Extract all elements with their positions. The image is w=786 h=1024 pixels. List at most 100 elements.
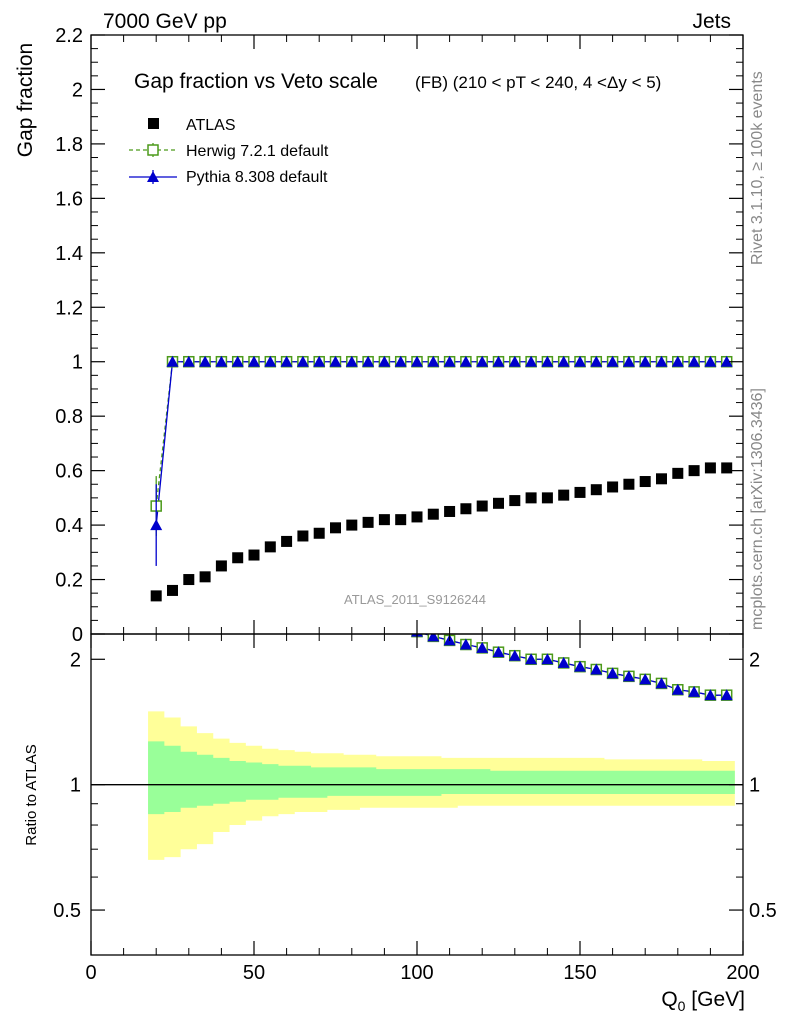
ratio-ytick-label: 2 (70, 649, 81, 671)
ratio-band-inner (148, 741, 735, 815)
pythia-point (362, 355, 375, 367)
ratio-pythia-point (508, 649, 521, 661)
atlas-point (656, 473, 667, 485)
atlas-point (378, 514, 390, 526)
main-ytick-label: 1.6 (55, 188, 83, 210)
ratio-pythia-point (492, 646, 505, 658)
main-ytick-label: 1.2 (55, 297, 83, 319)
atlas-point (395, 514, 407, 526)
ratio-pythia-point (362, 617, 374, 628)
pythia-point (541, 355, 554, 367)
pythia-point (150, 519, 163, 531)
xtick-label: 100 (400, 962, 433, 984)
legend-label-herwig: Herwig 7.2.1 default (186, 143, 329, 160)
legend-label-pythia: Pythia 8.308 default (186, 169, 328, 186)
atlas-point (150, 590, 162, 602)
ratio-pythia-point (525, 653, 538, 665)
atlas-point (460, 503, 472, 515)
main-y-axis-label: Gap fraction (14, 43, 37, 157)
pythia-point (394, 355, 407, 367)
atlas-point (313, 527, 325, 539)
ratio-pythia-point (622, 670, 635, 682)
ratio-pythia-point (427, 634, 440, 642)
pythia-point (590, 355, 603, 367)
pythia-point (378, 355, 391, 367)
atlas-point (346, 519, 358, 531)
chart-title: Gap fraction vs Veto scale (134, 70, 378, 93)
ratio-pythia-point (655, 677, 668, 689)
xtick-label: 150 (563, 962, 596, 984)
ratio-ytick-label: 0.5 (53, 900, 81, 922)
ratio-ytick-label-right: 1 (749, 775, 760, 797)
atlas-point (493, 497, 504, 509)
main-ytick-label: 1.4 (55, 243, 83, 265)
legend-label-atlas: ATLAS (186, 117, 236, 134)
pythia-line (155, 361, 727, 526)
atlas-point (623, 478, 635, 490)
ratio-pythia-point (606, 667, 619, 679)
ratio-pythia-point (541, 653, 554, 665)
pythia-point (215, 355, 228, 367)
pythia-point (525, 355, 538, 367)
x-axis-label: Q0 [GeV] (661, 988, 745, 1014)
main-ytick-label: 0 (72, 624, 83, 646)
main-ytick-label: 1.8 (55, 134, 83, 156)
legend: ATLAS Herwig 7.2.1 default Pythia 8.308 … (129, 117, 329, 186)
xtick-label: 0 (85, 962, 96, 984)
atlas-point (688, 465, 700, 477)
pythia-point (704, 355, 717, 367)
main-panel: 0 0.2 0.4 0.6 0.8 1 1.2 1.4 1.6 1.8 2 2.2 Gap fract… (14, 25, 744, 646)
xtick-label: 200 (726, 962, 759, 984)
ratio-pythia-point (574, 660, 586, 672)
pythia-point (345, 355, 358, 367)
atlas-point (525, 492, 537, 504)
ratio-pythia-point (459, 638, 472, 650)
legend-marker-herwig (147, 144, 159, 156)
atlas-point (558, 489, 570, 501)
xtick-label: 50 (243, 962, 265, 984)
main-ytick-label: 2 (72, 79, 83, 101)
atlas-point (297, 530, 309, 542)
atlas-point (167, 584, 178, 596)
atlas-point (639, 476, 651, 488)
ratio-pythia-point (704, 689, 717, 701)
main-ytick-label: 2.2 (55, 25, 83, 47)
pythia-point (508, 355, 521, 367)
ratio-pythia-point (688, 685, 701, 697)
atlas-point (427, 508, 439, 520)
pythia-point (280, 355, 293, 367)
main-ytick-label: 0.4 (55, 515, 83, 537)
atlas-point (232, 552, 244, 564)
header-right: Jets (692, 10, 731, 33)
atlas-point (264, 541, 276, 553)
atlas-point (509, 495, 521, 507)
pythia-point (231, 355, 244, 367)
main-ytick-label: 0.2 (55, 570, 83, 592)
ratio-pythia-point (671, 683, 684, 695)
ratio-pythia-point (476, 641, 489, 653)
ratio-pythia-point (720, 689, 733, 701)
pythia-point (296, 355, 309, 367)
main-ytick-label: 0.6 (55, 461, 83, 483)
pythia-point (492, 355, 505, 367)
main-ytick-label: 0.8 (55, 406, 83, 428)
ratio-pythia-point (557, 656, 570, 668)
main-ytick-label: 1 (72, 352, 83, 374)
ratio-ytick-label-right: 0.5 (749, 900, 777, 922)
ratio-herwig-point (363, 618, 373, 628)
pythia-point (622, 355, 635, 367)
ratio-panel: 0.5 0.5 1 1 2 2 0 50 100 150 200 Ratio to ATLAS Q… (23, 35, 777, 1014)
pythia-point (264, 355, 277, 367)
ratio-pythia-point (639, 673, 652, 685)
pythia-point (443, 355, 456, 367)
pythia-point (655, 355, 668, 367)
ratio-y-axis-label: Ratio to ATLAS (23, 744, 40, 845)
atlas-point (248, 549, 260, 561)
pythia-point (557, 355, 570, 367)
pythia-point (476, 355, 489, 367)
pythia-point (313, 355, 326, 367)
atlas-point (411, 511, 423, 523)
pythia-point (606, 355, 619, 367)
chart-subtitle: (FB) (210 < pT < 240, 4 <Δy < 5) (415, 73, 661, 92)
